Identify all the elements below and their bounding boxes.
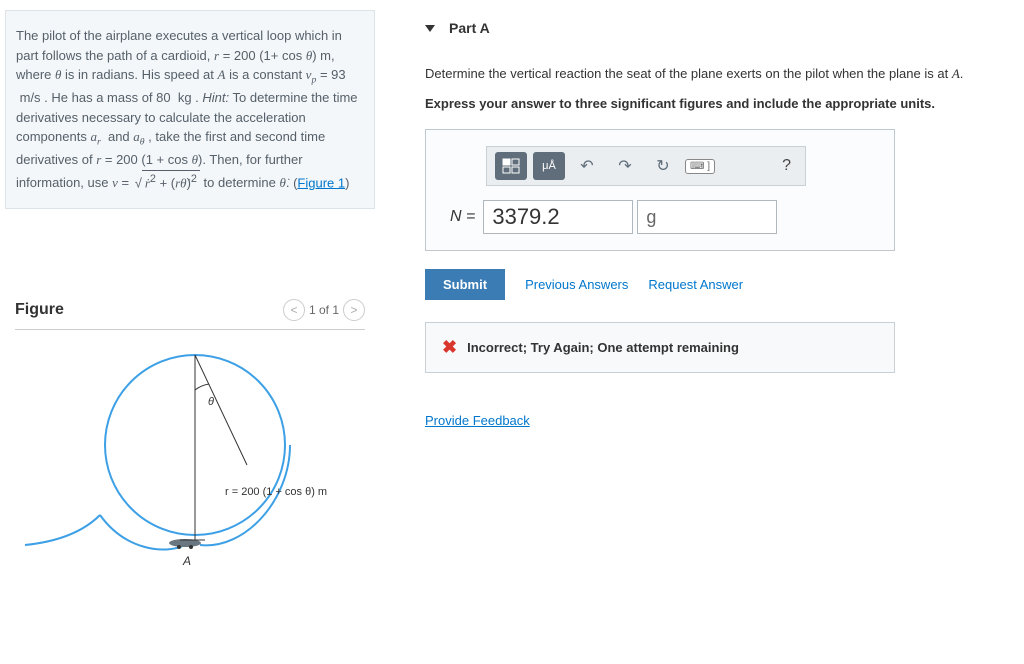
part-a-instruction: Determine the vertical reaction the seat…: [425, 66, 1004, 82]
svg-text:A: A: [182, 554, 191, 568]
svg-text:r = 200 (1 + cos θ) m: r = 200 (1 + cos θ) m: [225, 486, 327, 498]
figure-next-button[interactable]: >: [343, 299, 365, 321]
feedback-text: Incorrect; Try Again; One attempt remain…: [467, 340, 739, 355]
provide-feedback-link[interactable]: Provide Feedback: [425, 413, 530, 428]
previous-answers-link[interactable]: Previous Answers: [525, 277, 628, 292]
answer-value-input[interactable]: [483, 200, 633, 234]
figure-diagram: θ r = 200 (1 + cos θ) m A: [15, 330, 365, 573]
answer-toolbar: μÅ ↶ ↷ ↻ ⌨ ] ?: [486, 146, 806, 186]
collapse-icon: [425, 25, 435, 32]
part-a-format: Express your answer to three significant…: [425, 96, 1004, 111]
request-answer-link[interactable]: Request Answer: [648, 277, 743, 292]
submit-button[interactable]: Submit: [425, 269, 505, 300]
figure-link[interactable]: Figure 1: [297, 175, 345, 190]
error-icon: ✖: [442, 337, 457, 358]
part-a-title: Part A: [449, 20, 490, 36]
figure-prev-button[interactable]: <: [283, 299, 305, 321]
undo-button[interactable]: ↶: [571, 152, 603, 180]
reset-button[interactable]: ↻: [647, 152, 679, 180]
svg-text:θ: θ: [208, 396, 214, 408]
part-a-header[interactable]: Part A: [425, 20, 1004, 36]
redo-button[interactable]: ↷: [609, 152, 641, 180]
figure-heading: Figure: [15, 301, 64, 319]
keyboard-button[interactable]: ⌨ ]: [685, 159, 715, 174]
answer-unit-input[interactable]: [637, 200, 777, 234]
feedback-message: ✖ Incorrect; Try Again; One attempt rema…: [425, 322, 895, 373]
answer-prefix: N =: [446, 208, 479, 226]
templates-button[interactable]: [495, 152, 527, 180]
answer-area: μÅ ↶ ↷ ↻ ⌨ ] ? N =: [425, 129, 895, 251]
help-button[interactable]: ?: [776, 157, 797, 175]
problem-text: The pilot of the airplane executes a ver…: [16, 28, 358, 190]
figure-nav-label: 1 of 1: [309, 303, 339, 317]
problem-statement: The pilot of the airplane executes a ver…: [5, 10, 375, 209]
units-button[interactable]: μÅ: [533, 152, 565, 180]
